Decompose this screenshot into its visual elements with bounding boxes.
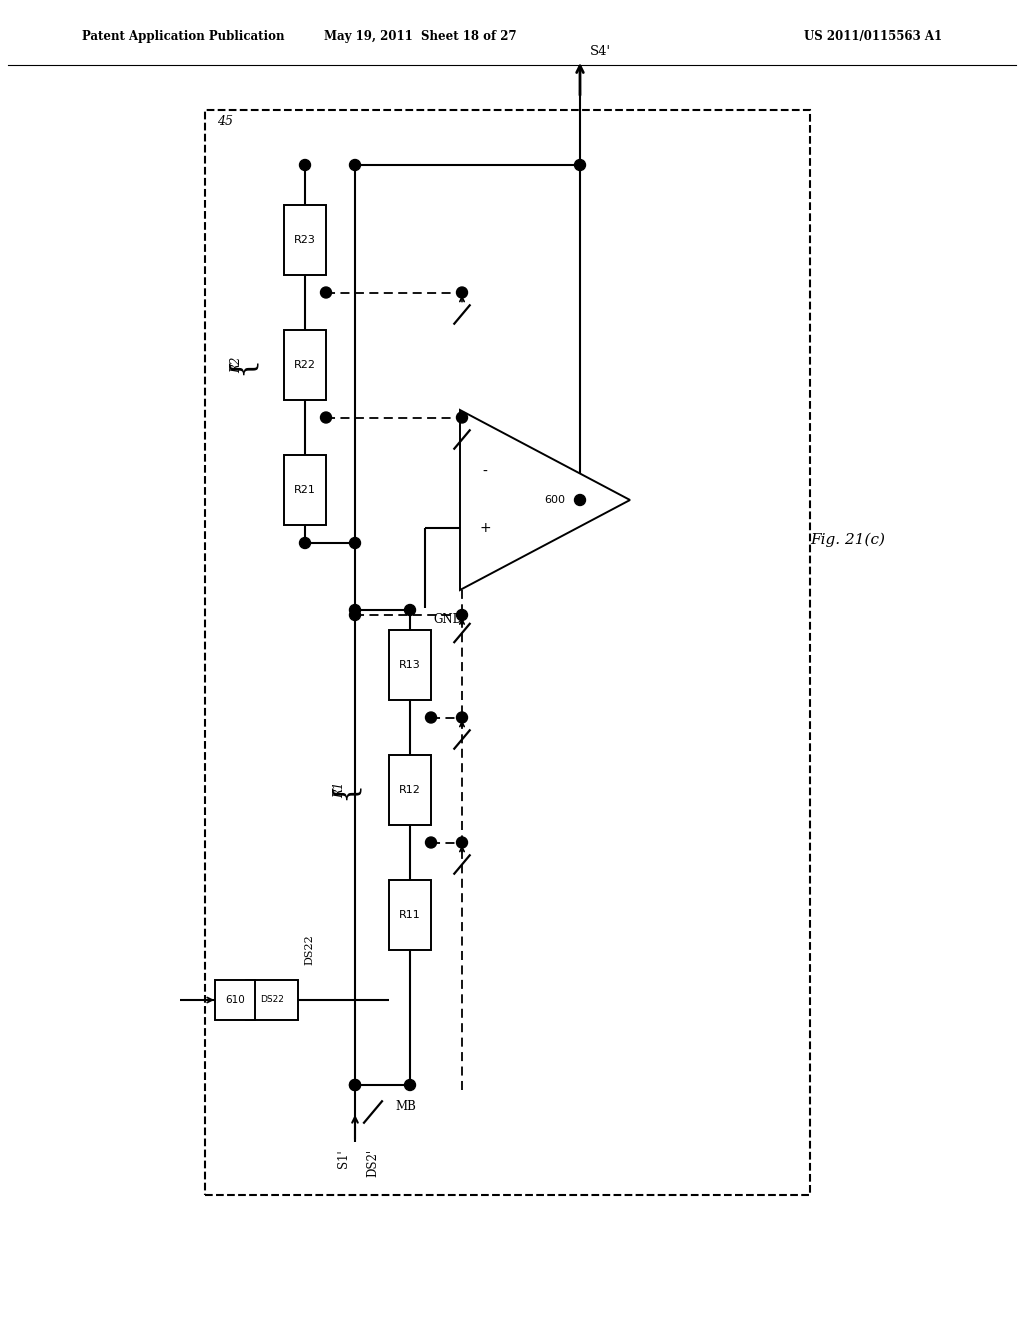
Text: MB: MB (395, 1101, 416, 1114)
Circle shape (574, 160, 586, 170)
Circle shape (299, 537, 310, 549)
Circle shape (349, 160, 360, 170)
Text: 610: 610 (225, 995, 245, 1005)
Text: R12: R12 (399, 785, 421, 795)
Text: R21: R21 (294, 484, 316, 495)
Text: US 2011/0115563 A1: US 2011/0115563 A1 (804, 30, 942, 44)
Circle shape (349, 605, 360, 615)
Text: R23: R23 (294, 235, 316, 246)
Bar (389, 880, 431, 950)
Text: R13: R13 (399, 660, 421, 671)
Text: R2: R2 (230, 356, 244, 374)
Bar (389, 630, 431, 700)
Circle shape (321, 412, 332, 422)
Text: R1: R1 (334, 781, 346, 799)
Text: DS22: DS22 (260, 995, 284, 1005)
Text: May 19, 2011  Sheet 18 of 27: May 19, 2011 Sheet 18 of 27 (324, 30, 516, 44)
Circle shape (321, 286, 332, 298)
Circle shape (349, 610, 360, 620)
Circle shape (457, 286, 468, 298)
Text: {: { (226, 355, 257, 375)
Text: DS22: DS22 (304, 935, 314, 965)
Bar (389, 755, 431, 825)
Text: S4': S4' (590, 45, 611, 58)
Text: DS2': DS2' (367, 1148, 380, 1177)
Text: R22: R22 (294, 360, 316, 370)
Circle shape (457, 711, 468, 723)
Polygon shape (460, 411, 630, 590)
Text: R11: R11 (399, 909, 421, 920)
Circle shape (404, 1080, 416, 1090)
Bar (215, 979, 255, 1020)
Circle shape (404, 605, 416, 615)
Circle shape (299, 160, 310, 170)
Bar (284, 330, 326, 400)
Circle shape (349, 537, 360, 549)
Text: 600: 600 (545, 495, 565, 506)
Text: 45: 45 (217, 115, 233, 128)
Text: S1': S1' (337, 1148, 349, 1168)
Text: Patent Application Publication: Patent Application Publication (82, 30, 285, 44)
Text: Fig. 21(c): Fig. 21(c) (810, 533, 885, 548)
Text: {: { (329, 780, 360, 800)
Bar (284, 455, 326, 525)
Circle shape (426, 837, 436, 847)
Circle shape (349, 1080, 360, 1090)
Bar (284, 205, 326, 275)
Circle shape (574, 495, 586, 506)
Circle shape (457, 412, 468, 422)
Circle shape (426, 711, 436, 723)
Bar (205, 110, 810, 1195)
Circle shape (457, 837, 468, 847)
Bar (246, 979, 298, 1020)
Text: -: - (482, 465, 487, 479)
Circle shape (457, 610, 468, 620)
Circle shape (349, 1080, 360, 1090)
Text: +: + (479, 521, 490, 535)
Text: GND: GND (433, 612, 462, 626)
